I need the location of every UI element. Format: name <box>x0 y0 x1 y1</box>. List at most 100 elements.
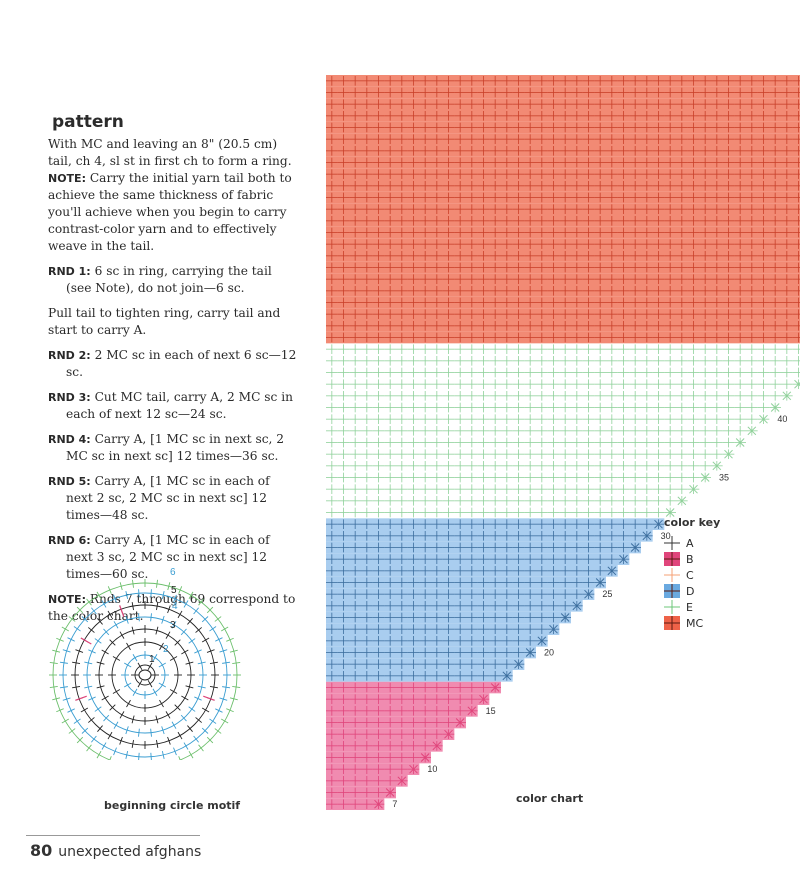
round-label: RND 1: <box>48 265 91 278</box>
motif-stitch <box>68 616 76 622</box>
motif-stitch <box>158 682 167 688</box>
motif-stitch <box>125 591 129 600</box>
chart-row-24 <box>326 600 583 612</box>
motif-round-number: 1 <box>149 654 155 665</box>
motif-stitch <box>109 639 116 646</box>
motif-stitch <box>150 613 152 622</box>
motif-stitch <box>125 726 129 735</box>
chart-row-30 <box>326 530 653 542</box>
chart-row-26 <box>326 576 606 589</box>
motif-stitch <box>229 649 238 653</box>
motif-stitch <box>137 679 143 688</box>
motif-stitch <box>96 661 105 665</box>
motif-stitch <box>173 747 177 756</box>
chart-row-21 <box>326 635 548 647</box>
intro-text: With MC and leaving an 8" (20.5 cm) tail… <box>48 137 292 168</box>
motif-stitch <box>86 744 92 752</box>
motif-stitch <box>159 699 164 708</box>
motif-round-number: 6 <box>170 567 176 578</box>
increase-mark <box>689 484 698 494</box>
motif-stitch <box>49 662 58 664</box>
increase-mark <box>630 543 640 552</box>
increase-mark <box>665 508 675 517</box>
motif-stitch <box>206 606 214 614</box>
motif-stitch <box>219 649 228 653</box>
increase-mark <box>479 694 488 704</box>
motif-round-number: 5 <box>171 585 177 596</box>
motif-stitch <box>161 750 165 759</box>
round-5: RND 5: Carry A, [1 MC sc in each of next… <box>48 473 298 524</box>
motif-stitch <box>169 656 178 661</box>
motif-stitch <box>84 661 93 665</box>
motif-stitch <box>185 661 194 665</box>
increase-mark <box>467 706 477 716</box>
motif-stitch <box>193 607 199 615</box>
round-text: Carry A, [1 MC sc in each of next 3 sc, … <box>66 533 270 581</box>
motif-stitch <box>209 686 218 689</box>
chart-row-50 <box>326 296 800 309</box>
motif-stitch <box>165 631 171 639</box>
chart-row-37 <box>326 449 735 459</box>
chart-row-7 <box>326 798 385 810</box>
motif-stitch <box>97 618 103 625</box>
motif-stitch <box>181 695 189 701</box>
increase-mark <box>770 403 780 412</box>
motif-stitch <box>194 649 202 654</box>
chart-row-20 <box>326 646 536 659</box>
motif-stitch <box>125 750 129 759</box>
motif-stitch <box>150 589 152 598</box>
increase-mark <box>700 473 710 482</box>
motif-stitch <box>131 715 135 724</box>
tail-instruction: Pull tail to tighten ring, carry tail an… <box>48 305 298 339</box>
motif-stitch <box>123 662 132 668</box>
chart-row-45 <box>326 356 800 366</box>
motif-stitch <box>214 728 222 734</box>
chart-row-63 <box>326 145 800 157</box>
chart-row-53 <box>326 261 800 274</box>
motif-stitch <box>126 699 131 708</box>
round-label: RND 3: <box>48 391 91 404</box>
motif-stitch <box>88 696 96 701</box>
motif-stitch <box>161 726 165 735</box>
motif-stitch <box>131 739 134 748</box>
chart-row-8 <box>326 786 396 799</box>
chart-row-35 <box>326 472 711 483</box>
increase-mark <box>549 624 558 634</box>
motif-stitch <box>161 615 165 624</box>
increase-mark <box>537 636 547 646</box>
motif-stitch <box>103 628 110 636</box>
chart-row-62 <box>326 156 800 169</box>
chart-row-11 <box>326 751 431 764</box>
increase-mark <box>759 414 768 424</box>
chart-row-23 <box>326 611 571 624</box>
motif-stitch <box>73 626 81 632</box>
chart-row-54 <box>326 250 800 262</box>
motif-stitch <box>81 727 89 734</box>
motif-stitch <box>183 742 189 750</box>
pattern-instructions: pattern With MC and leaving an 8" (20.5 … <box>48 112 298 633</box>
motif-stitch <box>220 718 229 724</box>
increase-mark <box>677 496 687 506</box>
motif-stitch <box>52 697 61 701</box>
motif-stitch <box>206 649 215 653</box>
chart-row-42 <box>326 391 793 401</box>
motif-stitch <box>112 689 121 694</box>
motif-stitch <box>101 600 107 608</box>
motif-stitch <box>229 697 238 701</box>
motif-stitch <box>123 682 132 688</box>
motif-stitch <box>62 697 71 701</box>
motif-stitch <box>109 756 112 760</box>
increase-mark <box>724 449 733 459</box>
motif-stitch <box>107 731 113 740</box>
motif-stitch <box>96 685 105 689</box>
motif-stitch <box>197 685 206 689</box>
chart-row-38 <box>326 437 746 448</box>
motif-stitch <box>174 639 181 646</box>
motif-stitch <box>167 582 171 591</box>
motif-center-ring <box>138 669 152 681</box>
chart-row-61 <box>326 168 800 180</box>
motif-stitch <box>161 591 165 600</box>
increase-mark <box>560 613 570 622</box>
motif-stitch <box>174 704 181 711</box>
